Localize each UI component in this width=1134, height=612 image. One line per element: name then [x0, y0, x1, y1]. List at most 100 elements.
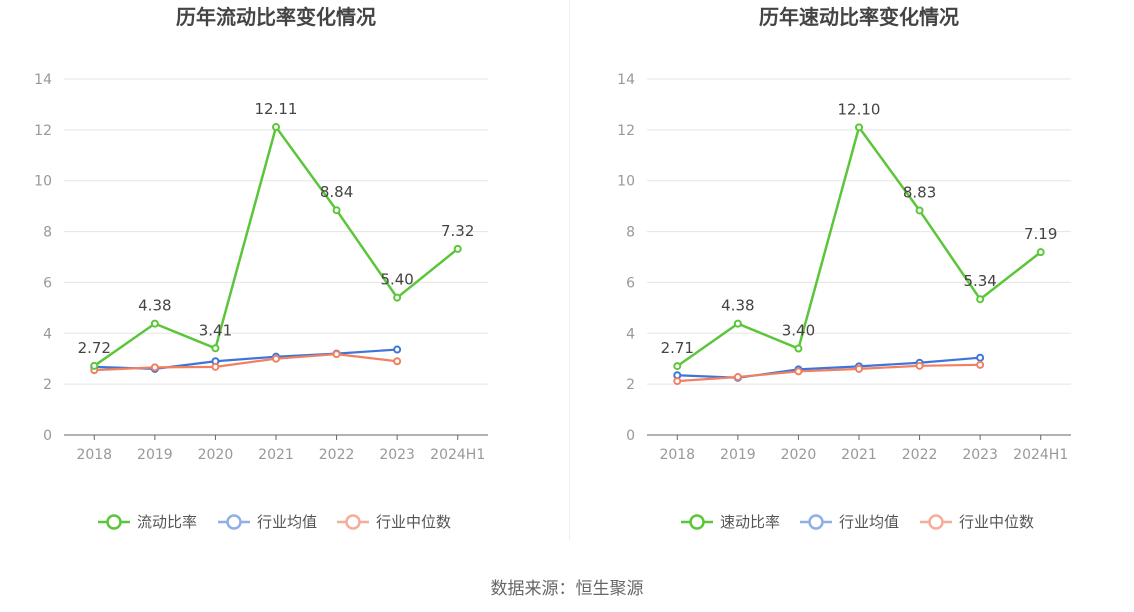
legend-item-primary[interactable]: 速动比率	[681, 513, 780, 531]
data-point-primary[interactable]	[1036, 248, 1045, 257]
legend-label: 速动比率	[720, 513, 780, 531]
legend-label: 行业均值	[257, 513, 317, 531]
y-tick-label: 0	[626, 428, 635, 444]
x-tick-label: 2019	[137, 447, 173, 463]
data-label: 8.84	[320, 183, 353, 201]
data-point-primary[interactable]	[150, 319, 159, 328]
x-tick-label: 2020	[198, 447, 234, 463]
data-label: 5.40	[380, 271, 413, 289]
series-line-avg	[677, 356, 981, 379]
data-point-primary[interactable]	[855, 123, 863, 132]
data-point-primary[interactable]	[272, 123, 280, 132]
series-line-avg	[94, 348, 398, 370]
y-tick-label: 10	[617, 174, 635, 190]
legend-marker-icon	[106, 514, 122, 530]
x-tick-label: 2023	[962, 447, 998, 463]
data-point-median[interactable]	[976, 360, 985, 369]
legend-label: 行业均值	[839, 513, 899, 531]
legend-item-avg[interactable]: 行业均值	[218, 513, 317, 531]
series-line-median	[94, 353, 398, 372]
y-tick-label: 14	[34, 72, 52, 88]
y-tick-label: 12	[34, 123, 52, 139]
x-tick-label: 2024H1	[1013, 447, 1068, 463]
data-label: 2.72	[78, 339, 111, 357]
data-point-primary[interactable]	[453, 244, 462, 253]
x-tick-label: 2022	[319, 447, 355, 463]
legend-marker-icon	[928, 514, 944, 530]
series-line-primary	[676, 126, 1042, 368]
legend-label: 行业中位数	[376, 513, 451, 531]
data-point-primary[interactable]	[794, 344, 803, 353]
legend-item-avg[interactable]: 行业均值	[800, 513, 899, 531]
legend-item-median[interactable]: 行业中位数	[920, 513, 1034, 531]
legend-label: 行业中位数	[959, 513, 1034, 531]
data-point-avg[interactable]	[393, 345, 402, 354]
x-tick-label: 2020	[781, 447, 817, 463]
data-point-avg[interactable]	[976, 353, 985, 362]
y-tick-label: 4	[43, 326, 52, 342]
data-point-primary[interactable]	[332, 206, 341, 215]
y-tick-label: 0	[43, 428, 52, 444]
x-tick-label: 2021	[258, 447, 294, 463]
data-point-median[interactable]	[733, 373, 742, 382]
series-line-primary	[93, 125, 459, 367]
data-point-median[interactable]	[211, 362, 220, 371]
legend-marker-icon	[345, 514, 361, 530]
data-point-median[interactable]	[794, 367, 803, 376]
data-label: 7.19	[1024, 225, 1057, 243]
y-tick-label: 2	[43, 377, 52, 393]
y-tick-label: 10	[34, 174, 52, 190]
legend-marker-icon	[808, 514, 824, 530]
data-point-median[interactable]	[915, 361, 924, 370]
chart-divider	[569, 0, 570, 540]
series-line-median	[677, 363, 981, 383]
data-label: 8.83	[903, 183, 936, 201]
data-point-median[interactable]	[673, 377, 682, 386]
y-tick-label: 8	[43, 225, 52, 241]
data-label: 3.40	[782, 322, 815, 340]
x-tick-label: 2021	[841, 447, 877, 463]
data-point-primary[interactable]	[211, 344, 220, 353]
chart-title: 历年流动比率变化情况	[176, 5, 376, 29]
x-tick-label: 2018	[659, 447, 695, 463]
data-point-primary[interactable]	[90, 361, 99, 370]
y-tick-label: 8	[626, 225, 635, 241]
x-tick-label: 2024H1	[430, 447, 485, 463]
chart-1: 历年流动比率变化情况 0 2 4 6 8 10 12 14 2018 2019 2020 2021 202…	[34, 5, 488, 531]
data-label: 4.38	[138, 297, 171, 315]
data-point-median[interactable]	[332, 350, 341, 359]
x-tick-label: 2022	[902, 447, 938, 463]
y-tick-label: 4	[626, 326, 635, 342]
data-point-median[interactable]	[272, 354, 280, 363]
data-point-primary[interactable]	[915, 206, 924, 215]
y-tick-label: 14	[617, 72, 635, 88]
data-point-primary[interactable]	[976, 295, 985, 304]
y-tick-label: 2	[626, 377, 635, 393]
data-label: 4.38	[721, 297, 754, 315]
chart-2: 历年速动比率变化情况 0 2 4 6 8 10 12 14 2018 2019 2020 2021 202…	[617, 5, 1071, 531]
data-label: 12.10	[838, 100, 881, 118]
data-point-median[interactable]	[393, 357, 402, 366]
data-label: 5.34	[963, 272, 996, 290]
x-tick-label: 2023	[379, 447, 415, 463]
data-label: 7.32	[441, 222, 474, 240]
data-point-median[interactable]	[855, 364, 863, 373]
data-point-median[interactable]	[150, 363, 159, 372]
legend-item-primary[interactable]: 流动比率	[98, 513, 197, 531]
data-source-note: 数据来源：恒生聚源	[490, 579, 644, 599]
x-tick-label: 2018	[76, 447, 112, 463]
legend-label: 流动比率	[137, 513, 197, 531]
legend-marker-icon	[689, 514, 705, 530]
legend-item-median[interactable]: 行业中位数	[337, 513, 451, 531]
data-label: 2.71	[661, 339, 694, 357]
chart-title: 历年速动比率变化情况	[759, 5, 959, 29]
data-point-primary[interactable]	[673, 362, 682, 371]
y-tick-label: 6	[43, 275, 52, 291]
legend-marker-icon	[226, 514, 242, 530]
x-tick-label: 2019	[720, 447, 756, 463]
data-label: 3.41	[199, 321, 232, 339]
data-point-primary[interactable]	[393, 293, 402, 302]
y-tick-label: 12	[617, 123, 635, 139]
data-point-primary[interactable]	[733, 319, 742, 328]
